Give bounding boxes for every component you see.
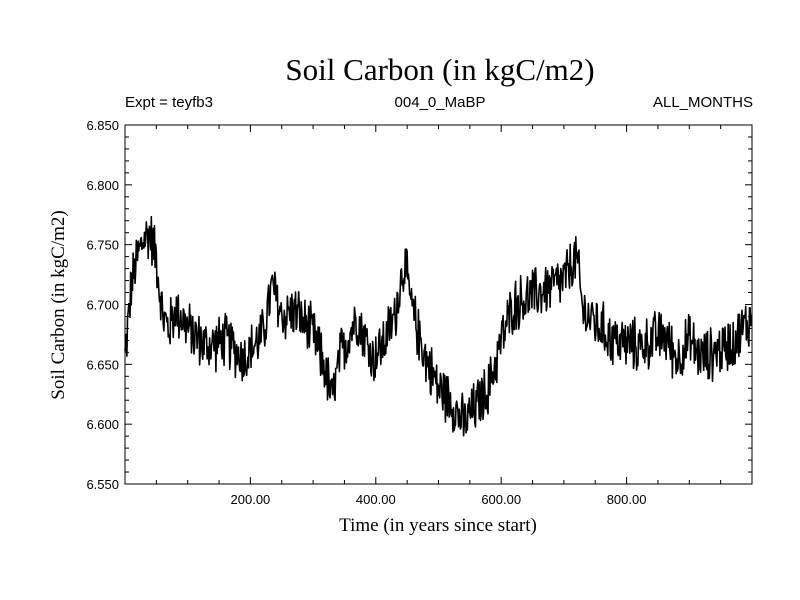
period-label: 004_0_MaBP	[394, 94, 486, 111]
y-tick-label: 6.800	[86, 178, 119, 193]
chart-title: Soil Carbon (in kgC/m2)	[285, 52, 595, 87]
months-label: ALL_MONTHS	[652, 94, 753, 111]
x-tick-label: 200.00	[231, 492, 271, 507]
y-tick-label: 6.550	[86, 477, 119, 492]
y-axis-title: Soil Carbon (in kgC/m2)	[48, 210, 69, 399]
y-tick-labels: 6.550 6.600 6.650 6.700 6.750 6.800 6.850	[86, 118, 119, 492]
x-tick-label: 400.00	[356, 492, 396, 507]
x-tick-label: 600.00	[481, 492, 521, 507]
experiment-label: Expt = teyfb3	[125, 94, 213, 111]
plot-frame	[124, 124, 753, 485]
y-tick-label: 6.750	[86, 238, 119, 253]
y-tick-label: 6.600	[86, 417, 119, 432]
series-line	[124, 215, 753, 437]
x-tick-label: 800.00	[607, 492, 647, 507]
y-tick-label: 6.650	[86, 357, 119, 372]
y-tick-label: 6.700	[86, 298, 119, 313]
axis-ticks	[124, 124, 753, 485]
y-tick-label: 6.850	[86, 118, 119, 133]
x-axis-title: Time (in years since start)	[339, 515, 537, 536]
x-tick-labels: 200.00 400.00 600.00 800.00	[231, 492, 647, 507]
